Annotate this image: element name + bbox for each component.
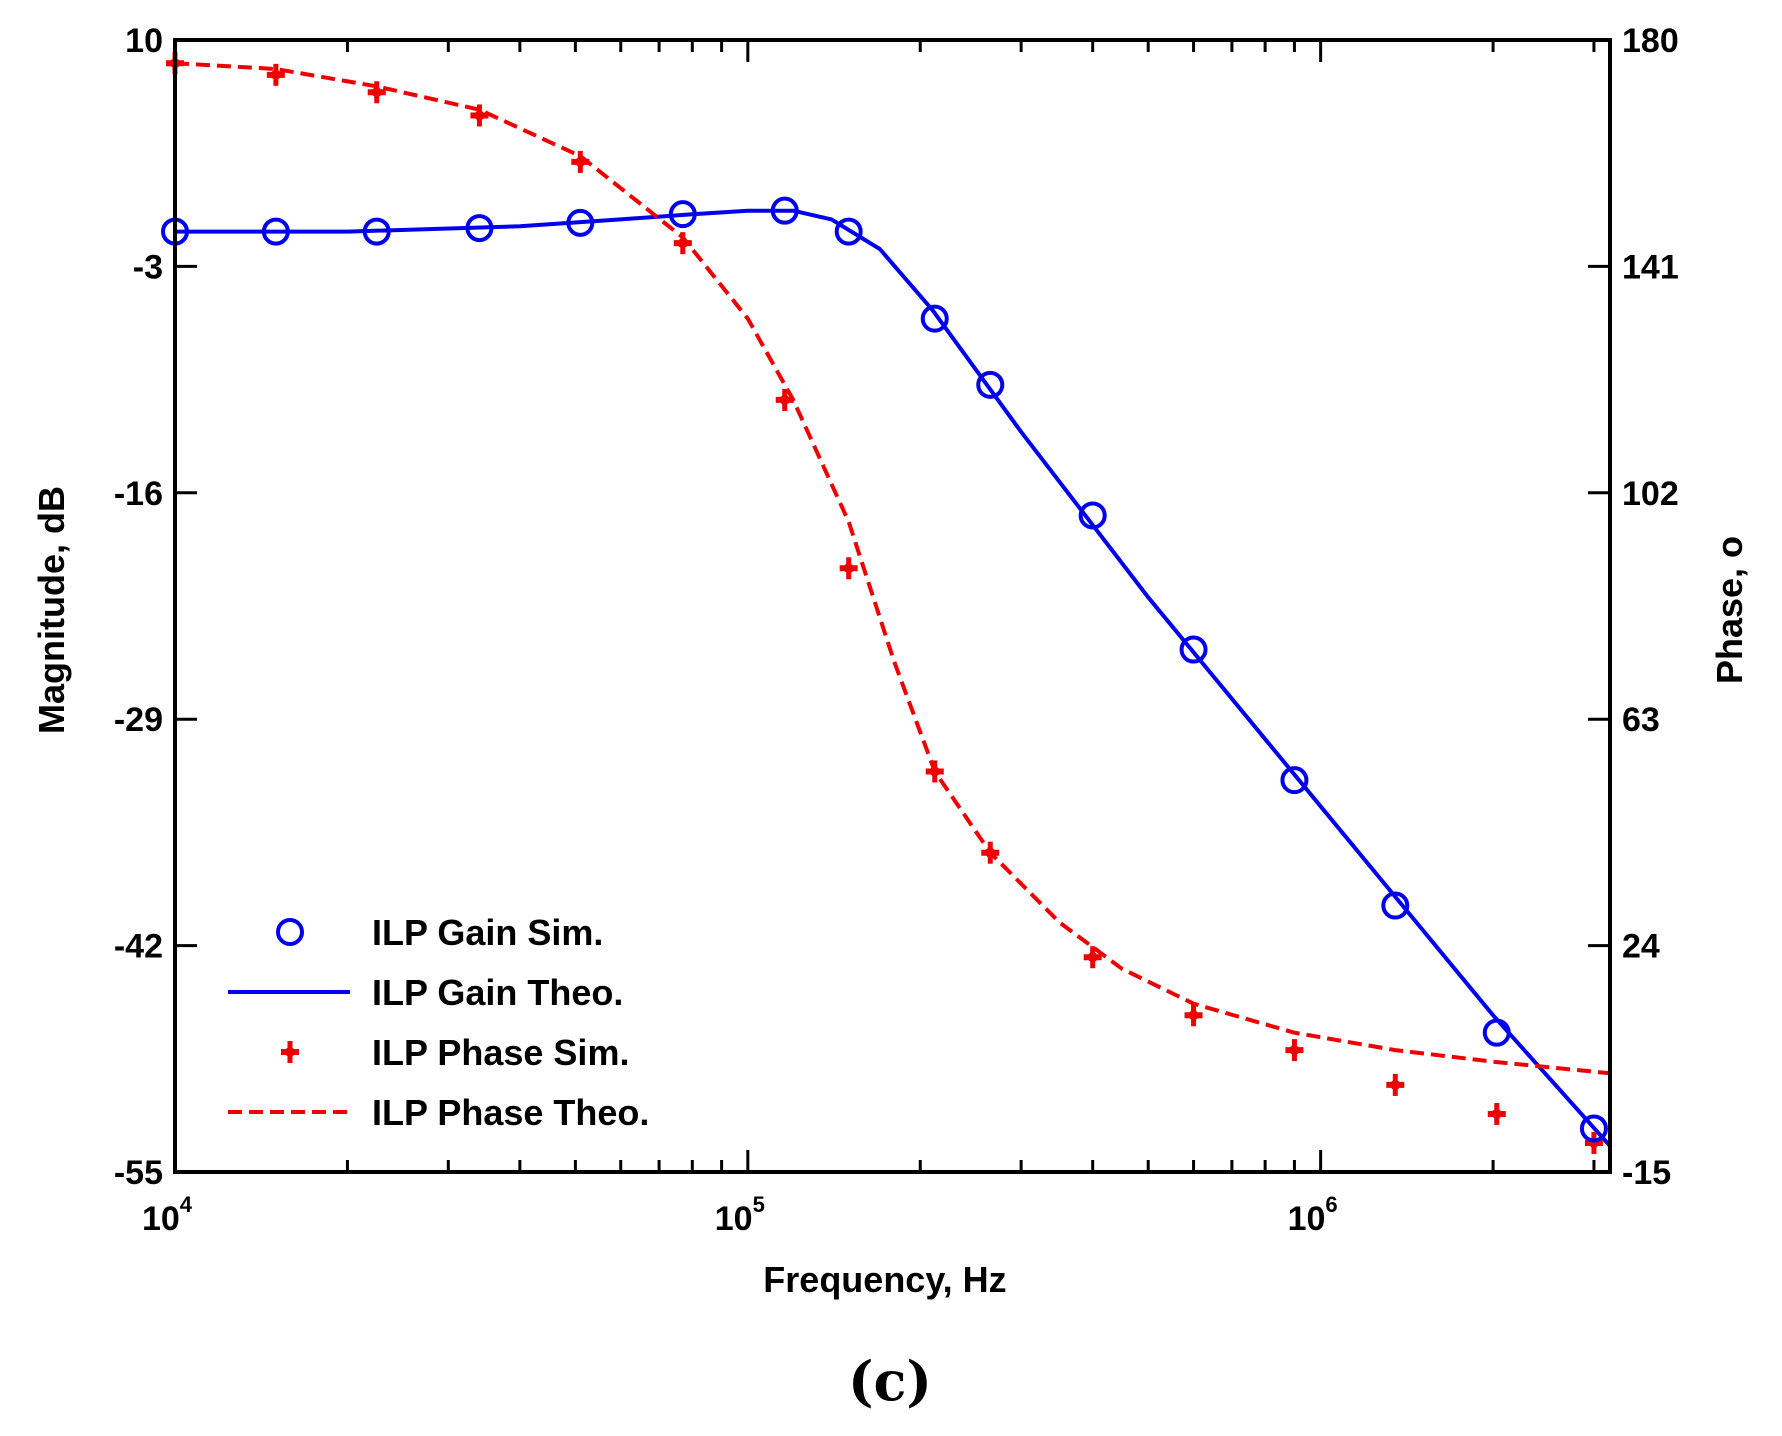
legend-swatch — [281, 1041, 299, 1063]
data-point — [1184, 1004, 1203, 1027]
legend-entry: ILP Phase Theo. — [228, 1092, 649, 1133]
y-right-tick-label: 180 — [1622, 22, 1679, 60]
tick-layer: 104 105 10610-3-16-29-42-551801411026324-1… — [114, 22, 1679, 1238]
series-line — [175, 208, 1612, 1148]
x-tick-exponent: 5 — [753, 1192, 765, 1217]
y-left-tick-label: -29 — [114, 701, 163, 739]
y-right-tick-label: -15 — [1622, 1154, 1671, 1192]
data-point — [1280, 766, 1309, 795]
data-point — [362, 217, 391, 246]
y-axis-title-right: Phase, o — [1709, 536, 1750, 684]
plot-frame — [173, 38, 1612, 1174]
y-left-tick-label: 10 — [125, 22, 163, 60]
legend-label: ILP Phase Theo. — [372, 1092, 649, 1133]
y-left-tick-label: -16 — [114, 475, 163, 513]
legend-entry: ILP Gain Theo. — [228, 972, 623, 1013]
y-axis-title-left: Magnitude, dB — [31, 486, 72, 734]
data-point — [470, 104, 489, 127]
data-point — [925, 760, 944, 783]
series-ilp-gain-theo — [175, 208, 1612, 1148]
legend-label: ILP Gain Theo. — [372, 972, 623, 1013]
data-point — [920, 304, 949, 333]
data-point — [668, 200, 697, 229]
data-point — [834, 217, 863, 246]
y-right-tick-label: 63 — [1622, 701, 1660, 739]
data-point — [770, 196, 799, 225]
data-point — [1285, 1039, 1304, 1062]
data-point — [1083, 946, 1102, 969]
x-tick-label: 106 — [1288, 1192, 1338, 1238]
legend: ILP Gain Sim. ILP Gain Theo. ILP Phase Sim… — [228, 912, 649, 1133]
data-point — [1078, 501, 1107, 530]
x-tick-exponent: 4 — [180, 1192, 193, 1217]
data-point — [775, 388, 794, 411]
y-right-tick-label: 24 — [1622, 928, 1660, 966]
legend-entry: ILP Gain Sim. — [276, 912, 603, 953]
data-point — [367, 81, 386, 104]
data-point — [261, 217, 290, 246]
legend-swatch — [276, 918, 304, 946]
legend-entry: ILP Phase Sim. — [281, 1032, 629, 1073]
series-line — [174, 61, 1611, 1076]
data-point — [1179, 635, 1208, 664]
data-point — [566, 208, 595, 237]
data-point — [1381, 891, 1410, 920]
y-right-tick-label: 141 — [1622, 248, 1679, 286]
series-ilp-phase-theo — [174, 61, 1611, 1076]
x-tick-label: 104 — [142, 1192, 193, 1238]
x-tick-label: 105 — [715, 1192, 765, 1238]
legend-label: ILP Phase Sim. — [372, 1032, 629, 1073]
x-axis-title: Frequency, Hz — [763, 1259, 1006, 1300]
series-ilp-phase-sim — [166, 52, 1603, 1154]
data-point — [571, 150, 590, 173]
data-point — [1482, 1018, 1511, 1047]
data-point — [465, 214, 494, 243]
y-right-tick-label: 102 — [1622, 475, 1679, 513]
y-left-tick-label: -55 — [114, 1154, 163, 1192]
data-point — [673, 232, 692, 255]
x-tick-base: 10 — [142, 1200, 180, 1238]
data-point — [266, 63, 285, 86]
data-point — [1579, 1114, 1608, 1143]
series-layer — [161, 52, 1612, 1154]
data-point — [1487, 1102, 1506, 1125]
x-tick-base: 10 — [715, 1200, 753, 1238]
legend-label: ILP Gain Sim. — [372, 912, 603, 953]
panel-label: (c) — [848, 1349, 932, 1413]
x-tick-exponent: 6 — [1325, 1192, 1337, 1217]
data-point — [976, 370, 1005, 399]
y-left-tick-label: -3 — [133, 248, 163, 286]
data-point — [981, 841, 1000, 864]
data-point — [839, 557, 858, 580]
data-point — [1386, 1073, 1405, 1096]
y-left-tick-label: -42 — [114, 928, 163, 966]
x-tick-base: 10 — [1288, 1200, 1326, 1238]
